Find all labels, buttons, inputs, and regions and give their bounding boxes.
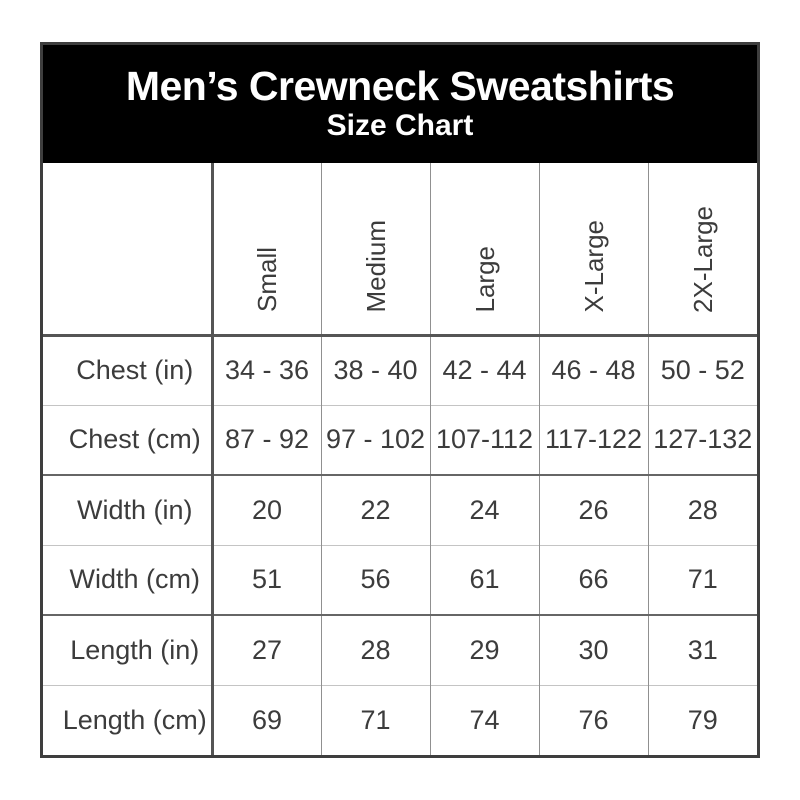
column-header-2x-large: 2X-Large xyxy=(647,163,757,337)
row-label-length-in: Length (in) xyxy=(43,614,212,685)
size-cell: 71 xyxy=(320,684,430,755)
column-header-label: Medium xyxy=(360,220,391,313)
size-cell: 24 xyxy=(429,474,539,545)
chart-subtitle: Size Chart xyxy=(326,109,474,143)
row-label-chest-in: Chest (in) xyxy=(43,335,212,405)
size-cell: 28 xyxy=(647,474,757,545)
size-cell: 22 xyxy=(320,474,430,545)
size-cell: 87 - 92 xyxy=(210,404,321,475)
column-header-x-large: X-Large xyxy=(538,163,648,337)
column-header-large: Large xyxy=(429,163,539,337)
size-cell: 127-132 xyxy=(647,404,757,475)
column-header-label: Large xyxy=(469,246,500,313)
size-cell: 26 xyxy=(538,474,648,545)
size-cell: 51 xyxy=(210,544,321,615)
size-cell: 42 - 44 xyxy=(429,335,539,405)
size-cell: 56 xyxy=(320,544,430,615)
corner-cell xyxy=(43,163,212,337)
size-cell: 97 - 102 xyxy=(320,404,430,475)
size-cell: 76 xyxy=(538,684,648,755)
size-cell: 107-112 xyxy=(429,404,539,475)
column-header-label: X-Large xyxy=(578,220,609,313)
row-label-length-cm: Length (cm) xyxy=(43,684,212,755)
title-band: Men’s Crewneck Sweatshirts Size Chart xyxy=(43,45,757,163)
size-cell: 46 - 48 xyxy=(538,335,648,405)
size-cell: 30 xyxy=(538,614,648,685)
size-cell: 34 - 36 xyxy=(210,335,321,405)
size-cell: 50 - 52 xyxy=(647,335,757,405)
table-row-chest-in: Chest (in) 34 - 36 38 - 40 42 - 44 46 - … xyxy=(43,335,757,405)
size-cell: 20 xyxy=(210,474,321,545)
size-cell: 69 xyxy=(210,684,321,755)
row-label-chest-cm: Chest (cm) xyxy=(43,404,212,475)
size-cell: 79 xyxy=(647,684,757,755)
table-row-width-in: Width (in) 20 22 24 26 28 xyxy=(43,474,757,545)
size-chart-card: Men’s Crewneck Sweatshirts Size Chart Sm… xyxy=(40,42,760,758)
table-row-width-cm: Width (cm) 51 56 61 66 71 xyxy=(43,544,757,615)
size-cell: 29 xyxy=(429,614,539,685)
size-cell: 117-122 xyxy=(538,404,648,475)
chart-title: Men’s Crewneck Sweatshirts xyxy=(125,63,675,110)
size-cell: 28 xyxy=(320,614,430,685)
table-row-chest-cm: Chest (cm) 87 - 92 97 - 102 107-112 117-… xyxy=(43,404,757,475)
size-table: Small Medium Large X-Large 2X-Large xyxy=(43,163,757,755)
row-label-width-cm: Width (cm) xyxy=(43,544,212,615)
table-row-length-in: Length (in) 27 28 29 30 31 xyxy=(43,614,757,685)
column-header-label: 2X-Large xyxy=(687,205,718,313)
column-header-label: Small xyxy=(252,247,282,313)
size-cell: 71 xyxy=(647,544,757,615)
size-cell: 38 - 40 xyxy=(320,335,430,405)
column-header-small: Small xyxy=(210,163,321,337)
size-cell: 74 xyxy=(429,684,539,755)
size-cell: 61 xyxy=(429,544,539,615)
size-cell: 66 xyxy=(538,544,648,615)
column-header-medium: Medium xyxy=(320,163,430,337)
row-label-width-in: Width (in) xyxy=(43,474,212,545)
table-row-length-cm: Length (cm) 69 71 74 76 79 xyxy=(43,684,757,755)
size-cell: 31 xyxy=(647,614,757,685)
column-header-row: Small Medium Large X-Large 2X-Large xyxy=(43,163,757,337)
size-cell: 27 xyxy=(210,614,321,685)
